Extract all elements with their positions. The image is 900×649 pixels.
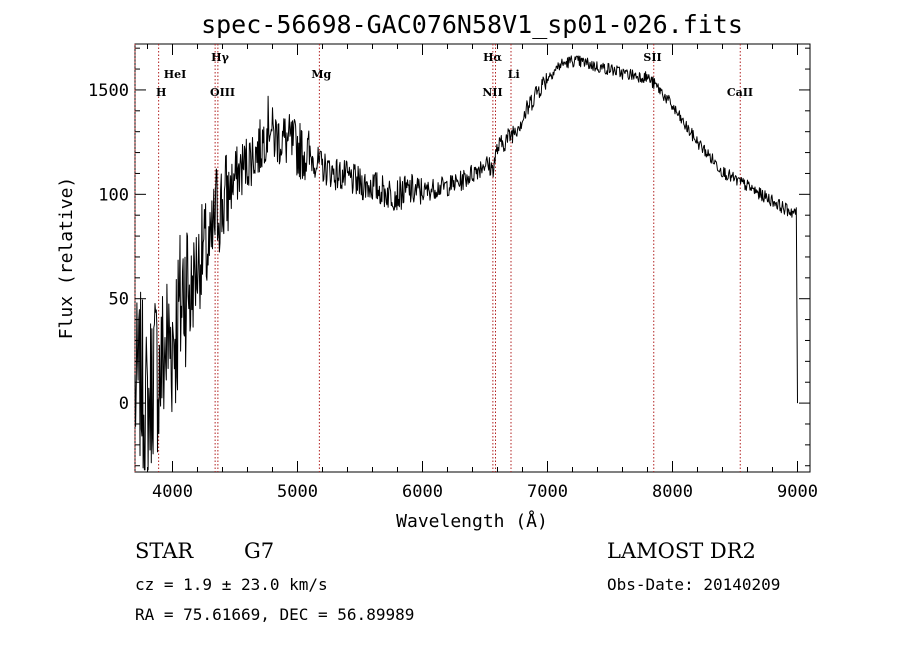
x-tick-label: 4000 xyxy=(152,482,193,502)
coordinates-text: RA = 75.61669, DEC = 56.89989 xyxy=(135,605,414,624)
spectral-line-label: Li xyxy=(508,68,520,81)
object-subclass: G7 xyxy=(244,539,274,563)
x-axis-ticks: 4000 5000 6000 7000 8000 9000 xyxy=(147,44,818,502)
spectral-line-label: Hα xyxy=(483,51,502,64)
y-axis-label: Flux (relative) xyxy=(56,177,77,340)
spectral-line-label: H xyxy=(156,86,166,99)
spectral-line-label: HeI xyxy=(164,68,187,81)
object-class: STAR xyxy=(135,539,194,563)
y-tick-label: 1500 xyxy=(88,81,129,101)
x-tick-label: 6000 xyxy=(402,482,443,502)
plot-border xyxy=(134,43,811,473)
spectral-line-label: NII xyxy=(482,86,502,99)
redshift-text: cz = 1.9 ± 23.0 km/s xyxy=(135,575,328,594)
spectral-line-label: Mg xyxy=(311,68,331,81)
obs-date-text: Obs-Date: 20140209 xyxy=(607,575,780,594)
y-tick-label: 50 xyxy=(109,290,129,310)
x-tick-label: 9000 xyxy=(777,482,818,502)
x-tick-label: 5000 xyxy=(277,482,318,502)
x-tick-label: 8000 xyxy=(652,482,693,502)
spectrum-series xyxy=(134,55,798,471)
survey-name: LAMOST DR2 xyxy=(607,539,756,563)
x-tick-label: 7000 xyxy=(527,482,568,502)
spectral-line-label: OIII xyxy=(210,86,235,99)
x-axis-label: Wavelength (Å) xyxy=(396,510,548,532)
chart-title: spec-56698-GAC076N58V1_sp01-026.fits xyxy=(201,10,743,39)
spectrum-info: STAR G7 LAMOST DR2 cz = 1.9 ± 23.0 km/s … xyxy=(135,539,780,624)
spectral-line-label: Hγ xyxy=(211,51,229,64)
spectral-line-markers: HeI H Hγ OIII Mg Hα NII Li SII CaII xyxy=(134,44,753,472)
y-tick-label: 0 xyxy=(119,394,129,414)
y-axis-ticks: 0 50 100 1500 xyxy=(88,47,810,467)
spectral-line-label: SII xyxy=(643,51,661,64)
y-tick-label: 100 xyxy=(98,185,129,205)
spectral-line-label: CaII xyxy=(727,86,753,99)
plot-frame xyxy=(134,43,811,473)
spectrum-line xyxy=(134,55,798,471)
